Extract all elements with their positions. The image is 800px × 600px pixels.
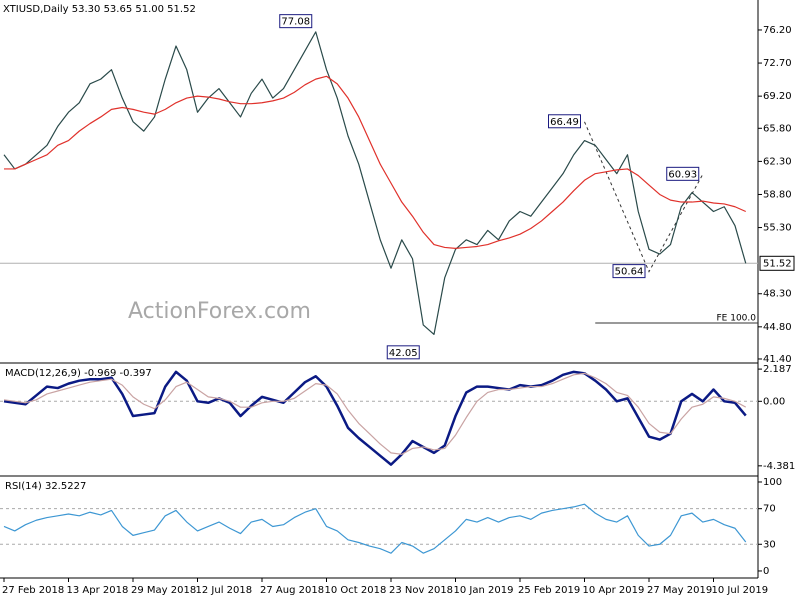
panel-title: MACD(12,26,9) -0.969 -0.397 [5,368,152,379]
x-tick-label: 27 May 2019 [647,585,712,596]
y-tick-label: 0.00 [763,396,785,407]
x-tick-label: 10 Jul 2019 [712,585,769,596]
annotation-box [279,14,313,29]
y-tick-label: 76.20 [763,25,792,36]
series-line [3,31,747,335]
annotation-box [612,264,646,279]
y-tick-label: 70 [763,504,776,515]
y-tick-label: 55.30 [763,223,792,234]
y-tick-label: 0 [763,566,769,577]
y-tick-label: 69.20 [763,91,792,102]
annotation-box [548,114,581,129]
annotation-label: 66.49 [550,117,579,128]
y-tick-label: 48.30 [763,289,792,300]
x-tick-label: 10 Oct 2018 [325,585,387,596]
series-line [3,503,747,554]
fe-label: FE 100.0 [717,313,757,323]
last-price-box [759,255,795,271]
series-line [3,370,747,466]
panel-title: RSI(14) 32.5227 [5,481,86,492]
watermark: ActionForex.com [128,299,311,324]
x-tick-label: 13 Apr 2018 [67,585,129,596]
y-tick-label: 2.187 [763,364,792,375]
y-tick-label: 72.70 [763,58,792,69]
y-tick-label: 58.80 [763,189,792,200]
y-tick-label: 100 [763,477,782,488]
panel-title: XTIUSD,Daily 53.30 53.65 51.00 51.52 [3,4,196,15]
last-price-label: 51.52 [763,258,792,269]
x-tick-label: 23 Nov 2018 [389,585,453,596]
x-tick-label: 10 Jan 2019 [454,585,514,596]
x-tick-label: 27 Feb 2018 [2,585,64,596]
x-tick-label: 25 Feb 2019 [518,585,580,596]
series-line [4,75,746,249]
x-tick-label: 10 Apr 2019 [583,585,645,596]
annotation-box [666,166,700,181]
y-tick-label: 41.40 [763,354,792,365]
annotation-label: 42.05 [389,348,418,359]
x-tick-label: 12 Jul 2018 [196,585,253,596]
series-line [3,372,747,455]
y-tick-label: 62.30 [763,156,792,167]
y-tick-label: 65.80 [763,123,792,134]
annotation-box [386,345,420,360]
annotation-label: 60.93 [668,169,697,180]
annotation-label: 77.08 [281,17,310,28]
annotation-label: 50.64 [615,267,644,278]
y-tick-label: -4.381 [763,461,795,472]
y-tick-label: 30 [763,539,776,550]
x-tick-label: 27 Aug 2018 [260,585,324,596]
y-tick-label: 44.80 [763,322,792,333]
x-tick-label: 29 May 2018 [131,585,196,596]
